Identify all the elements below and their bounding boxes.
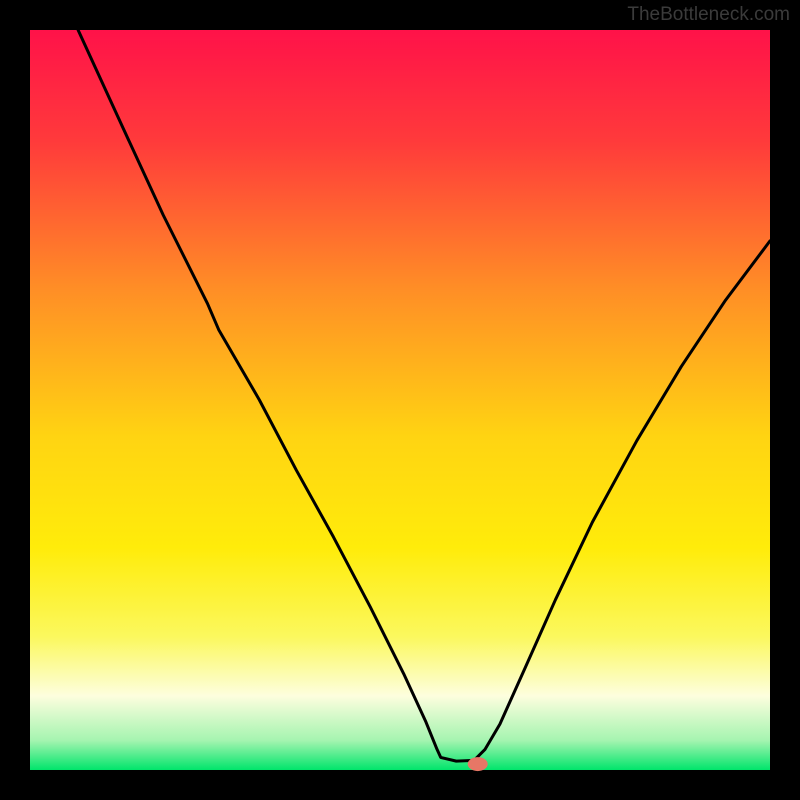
chart-svg <box>0 0 800 800</box>
plot-background-gradient <box>30 30 770 770</box>
optimal-point-marker <box>468 757 488 771</box>
bottleneck-chart: TheBottleneck.com <box>0 0 800 800</box>
watermark-label: TheBottleneck.com <box>627 4 790 26</box>
